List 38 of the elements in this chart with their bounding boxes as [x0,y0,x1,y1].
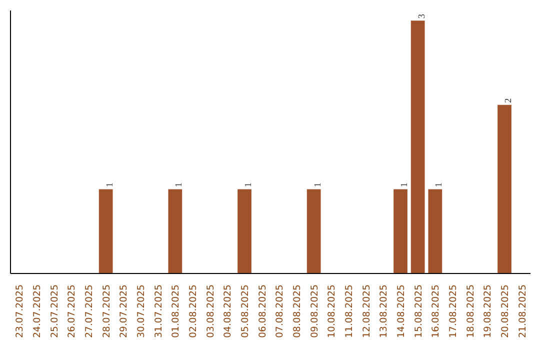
x-tick-label: 23.07.2025 [14,284,26,338]
x-tick-label: 02.08.2025 [188,284,199,338]
x-tick-label: 07.08.2025 [274,284,286,338]
x-tick-label: 13.08.2025 [378,284,390,338]
x-tick-label: 04.08.2025 [222,284,234,338]
data-label: 1 [434,182,445,188]
data-label: 1 [105,182,116,188]
x-tick-label: 17.08.2025 [448,284,459,338]
x-tick-label: 21.08.2025 [517,284,528,338]
x-tick-label: 20.08.2025 [500,284,511,338]
x-tick-label: 24.07.2025 [32,284,43,338]
x-tick-label: 03.08.2025 [205,284,216,338]
x-tick-label: 28.07.2025 [101,284,112,338]
x-tick-label: 15.08.2025 [413,284,424,338]
x-tick-label: 27.07.2025 [84,284,95,338]
x-tick-label: 05.08.2025 [240,284,251,338]
data-label: 1 [313,182,324,188]
x-tick-label: 12.08.2025 [361,284,372,338]
data-label: 1 [174,182,185,188]
data-label: 3 [417,14,428,19]
x-tick-label: 19.08.2025 [482,284,494,338]
x-tick-label: 26.07.2025 [66,284,78,338]
x-tick-label: 08.08.2025 [292,284,303,338]
data-label: 1 [400,182,410,188]
x-tick-label: 11.08.2025 [344,284,355,338]
x-tick-label: 29.07.2025 [118,284,130,338]
x-tick-label: 06.08.2025 [257,284,268,338]
data-label: 1 [244,182,254,188]
x-tick-label: 10.08.2025 [326,284,338,338]
x-tick-label: 18.08.2025 [465,284,476,338]
data-label: 2 [504,98,514,103]
x-tick-label: 30.07.2025 [136,284,147,338]
x-tick-label: 09.08.2025 [309,284,320,338]
x-tick-label: 01.08.2025 [170,284,182,338]
x-tick-label: 31.07.2025 [153,284,164,338]
x-tick-label: 14.08.2025 [396,284,407,338]
x-tick-label: 25.07.2025 [49,284,60,338]
x-tick-label: 16.08.2025 [430,284,442,338]
